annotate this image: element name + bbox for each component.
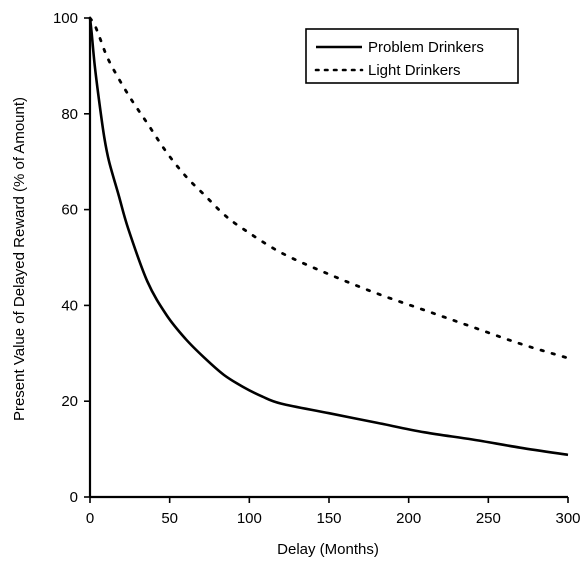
x-tick-label: 100 (237, 510, 262, 527)
legend-label-light-drinkers: Light Drinkers (368, 62, 461, 79)
series-line-problem-drinkers (88, 17, 569, 457)
ticks: 0 20 40 60 80 100 0 50 100 150 200 250 300 (53, 10, 581, 527)
legend: Problem Drinkers Light Drinkers (305, 28, 519, 84)
x-tick-label: 0 (86, 510, 94, 527)
x-axis-title: Delay (Months) (277, 541, 379, 558)
y-tick-label: 60 (61, 202, 78, 219)
y-tick-label: 100 (53, 10, 78, 27)
legend-box (305, 28, 519, 84)
series-layer (88, 16, 570, 457)
y-tick-label: 20 (61, 393, 78, 410)
x-tick-label: 150 (316, 510, 341, 527)
legend-label-problem-drinkers: Problem Drinkers (368, 39, 484, 56)
y-axis-title: Present Value of Delayed Reward (% of Am… (11, 97, 28, 421)
x-tick-label: 200 (396, 510, 421, 527)
y-tick-label: 0 (70, 489, 78, 506)
y-tick-label: 80 (61, 106, 78, 123)
series-line-light-drinkers (88, 16, 570, 360)
axes (88, 18, 568, 499)
x-tick-label: 50 (161, 510, 178, 527)
x-tick-label: 300 (555, 510, 580, 527)
y-tick-label: 40 (61, 297, 78, 314)
x-tick-label: 250 (476, 510, 501, 527)
